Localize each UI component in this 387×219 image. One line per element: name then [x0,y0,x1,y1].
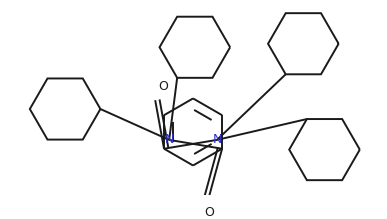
Text: N: N [164,133,174,147]
Text: O: O [159,80,169,93]
Text: N: N [212,133,222,147]
Text: O: O [204,206,214,219]
